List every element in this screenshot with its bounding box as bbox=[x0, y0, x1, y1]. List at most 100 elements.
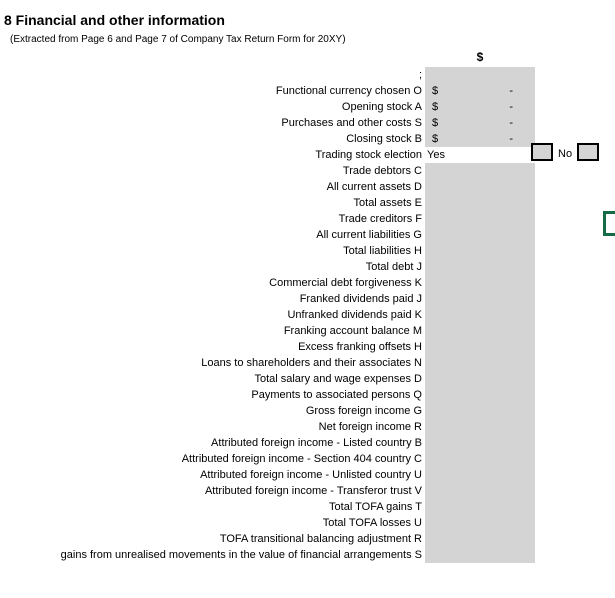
entry-cell[interactable] bbox=[425, 163, 535, 179]
row-label: Attributed foreign income - Unlisted cou… bbox=[200, 469, 422, 481]
section-subtitle: (Extracted from Page 6 and Page 7 of Com… bbox=[10, 34, 346, 45]
row-label: Total salary and wage expenses D bbox=[254, 373, 422, 385]
entry-cell[interactable] bbox=[425, 195, 535, 211]
sheet-row: Unfranked dividends paid K bbox=[0, 307, 615, 323]
sheet-row: Trading stock election Yes No bbox=[0, 143, 615, 163]
entry-cell[interactable] bbox=[425, 403, 535, 419]
row-label: Trading stock election bbox=[315, 149, 422, 161]
sheet-row: Closing stock B $ - bbox=[0, 131, 615, 147]
sheet-row: Attributed foreign income - Transferor t… bbox=[0, 483, 615, 499]
amount-value: - bbox=[509, 133, 513, 145]
entry-cell[interactable] bbox=[425, 531, 535, 547]
entry-cell[interactable] bbox=[425, 179, 535, 195]
entry-cell[interactable] bbox=[425, 339, 535, 355]
amount-cell[interactable]: $ - bbox=[425, 115, 535, 131]
sheet-row: ; bbox=[0, 67, 615, 83]
yes-answer-cell[interactable]: Yes bbox=[425, 147, 535, 163]
entry-cell[interactable] bbox=[425, 451, 535, 467]
entry-cell[interactable] bbox=[425, 307, 535, 323]
row-label: Attributed foreign income - Section 404 … bbox=[181, 453, 422, 465]
sheet-row: Payments to associated persons Q bbox=[0, 387, 615, 403]
row-label: Net foreign income R bbox=[318, 421, 422, 433]
sheet-row: gains from unrealised movements in the v… bbox=[0, 547, 615, 563]
amount-cell[interactable]: $ - bbox=[425, 131, 535, 147]
row-label: ; bbox=[418, 69, 422, 81]
row-label: Total assets E bbox=[353, 197, 422, 209]
sheet-row: Total debt J bbox=[0, 259, 615, 275]
entry-cell[interactable] bbox=[425, 547, 535, 563]
entry-cell[interactable] bbox=[425, 435, 535, 451]
row-label: Attributed foreign income - Transferor t… bbox=[204, 485, 422, 497]
sheet-row: Net foreign income R bbox=[0, 419, 615, 435]
row-label: All current liabilities G bbox=[316, 229, 422, 241]
sheet-row: Loans to shareholders and their associat… bbox=[0, 355, 615, 371]
entry-cell[interactable] bbox=[425, 291, 535, 307]
amount-value: - bbox=[509, 117, 513, 129]
row-label: Payments to associated persons Q bbox=[251, 389, 422, 401]
row-label: TOFA transitional balancing adjustment R bbox=[219, 533, 422, 545]
no-checkbox[interactable] bbox=[577, 143, 599, 161]
entry-cell[interactable] bbox=[425, 211, 535, 227]
sheet-row: Opening stock A $ - bbox=[0, 99, 615, 115]
currency-symbol: $ bbox=[432, 101, 439, 113]
entry-cell[interactable] bbox=[425, 483, 535, 499]
entry-cell[interactable] bbox=[425, 467, 535, 483]
row-label: Loans to shareholders and their associat… bbox=[201, 357, 422, 369]
row-label: Opening stock A bbox=[341, 101, 422, 113]
amount-value: - bbox=[509, 101, 513, 113]
sheet-row: All current assets D bbox=[0, 179, 615, 195]
entry-cell[interactable] bbox=[425, 515, 535, 531]
row-label: Excess franking offsets H bbox=[298, 341, 422, 353]
currency-symbol: $ bbox=[432, 85, 439, 97]
amount-value: - bbox=[509, 85, 513, 97]
entry-cell[interactable] bbox=[425, 67, 535, 83]
entry-cell[interactable] bbox=[425, 387, 535, 403]
row-label: Commercial debt forgiveness K bbox=[269, 277, 422, 289]
entry-cell[interactable] bbox=[425, 371, 535, 387]
sheet-row: Gross foreign income G bbox=[0, 403, 615, 419]
sheet-row: Franking account balance M bbox=[0, 323, 615, 339]
sheet-row: Total TOFA losses U bbox=[0, 515, 615, 531]
amount-cell[interactable]: $ - bbox=[425, 99, 535, 115]
entry-cell[interactable] bbox=[425, 275, 535, 291]
sheet-row: Total liabilities H bbox=[0, 243, 615, 259]
row-label: Total TOFA losses U bbox=[322, 517, 422, 529]
row-label: Total TOFA gains T bbox=[329, 501, 422, 513]
row-label: Gross foreign income G bbox=[305, 405, 422, 417]
row-label: Functional currency chosen O bbox=[275, 85, 422, 97]
row-label: All current assets D bbox=[326, 181, 422, 193]
row-label: Franked dividends paid J bbox=[299, 293, 422, 305]
entry-cell[interactable] bbox=[425, 419, 535, 435]
section-title: 8 Financial and other information bbox=[4, 12, 225, 28]
row-label: Total liabilities H bbox=[343, 245, 422, 257]
sheet-row: All current liabilities G bbox=[0, 227, 615, 243]
sheet-row: Attributed foreign income - Listed count… bbox=[0, 435, 615, 451]
entry-cell[interactable] bbox=[425, 227, 535, 243]
row-label: Attributed foreign income - Listed count… bbox=[211, 437, 422, 449]
no-label: No bbox=[558, 148, 573, 160]
yes-label: Yes bbox=[427, 149, 445, 161]
sheet-row: TOFA transitional balancing adjustment R bbox=[0, 531, 615, 547]
entry-cell[interactable] bbox=[425, 355, 535, 371]
entry-cell[interactable] bbox=[425, 243, 535, 259]
row-label: gains from unrealised movements in the v… bbox=[60, 549, 422, 561]
entry-cell[interactable] bbox=[425, 323, 535, 339]
row-label: Purchases and other costs S bbox=[281, 117, 422, 129]
sheet-row: Total TOFA gains T bbox=[0, 499, 615, 515]
row-label: Closing stock B bbox=[346, 133, 422, 145]
row-label: Trade debtors C bbox=[342, 165, 422, 177]
entry-cell[interactable] bbox=[425, 259, 535, 275]
sheet-row: Excess franking offsets H bbox=[0, 339, 615, 355]
currency-symbol: $ bbox=[432, 133, 439, 145]
yes-checkbox[interactable] bbox=[531, 143, 553, 161]
row-label: Trade creditors F bbox=[338, 213, 422, 225]
amount-cell[interactable]: $ - bbox=[425, 83, 535, 99]
sheet-rows: ; Functional currency chosen O $ - Opening s… bbox=[0, 67, 615, 563]
sheet-row: Total salary and wage expenses D bbox=[0, 371, 615, 387]
currency-symbol: $ bbox=[432, 117, 439, 129]
sheet-row: Commercial debt forgiveness K bbox=[0, 275, 615, 291]
row-label: Franking account balance M bbox=[283, 325, 422, 337]
green-cell-outline bbox=[603, 211, 615, 236]
entry-cell[interactable] bbox=[425, 499, 535, 515]
